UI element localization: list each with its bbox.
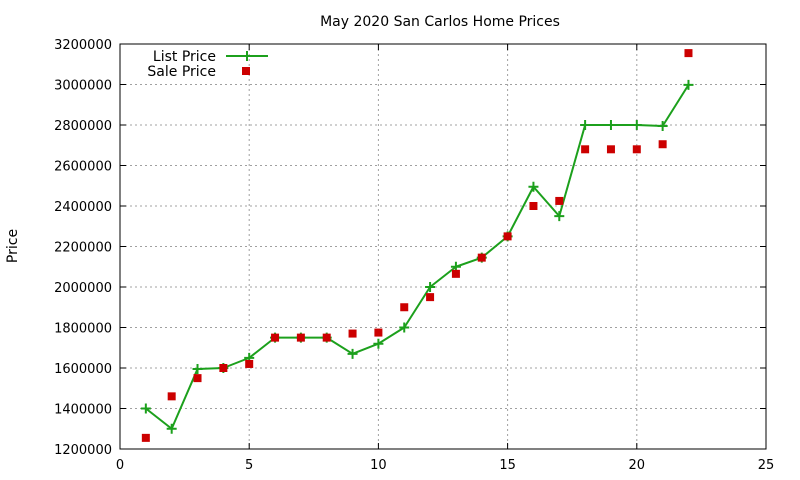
sale-price-point <box>348 329 357 338</box>
list-price-point <box>166 423 177 434</box>
y-tick-label: 1200000 <box>54 443 112 458</box>
x-tick-label: 0 <box>116 458 124 473</box>
x-axis: 0 5 10 15 20 25 <box>116 44 774 473</box>
list-price-point <box>192 364 203 375</box>
sale-price-point <box>374 328 383 337</box>
sale-price-point <box>606 145 615 154</box>
sale-price-point <box>400 303 409 312</box>
y-tick-label: 1800000 <box>54 322 112 337</box>
grid <box>120 44 766 449</box>
list-price-point <box>631 120 642 130</box>
sale-price-point <box>426 293 435 302</box>
y-tick-label: 2000000 <box>54 281 112 296</box>
list-price-point <box>347 348 358 359</box>
y-axis: 1200000 1400000 1600000 1800000 2000000 22000… <box>54 38 766 458</box>
legend: List Price Sale Price <box>147 49 268 80</box>
x-tick-label: 15 <box>499 458 516 473</box>
y-tick-label: 3200000 <box>54 38 112 53</box>
legend-marker-list-price <box>242 51 252 61</box>
x-tick-label: 25 <box>758 458 775 473</box>
sale-price-point <box>684 49 693 58</box>
x-tick-label: 10 <box>370 458 387 473</box>
list-price-point <box>683 79 694 90</box>
list-price-point <box>399 322 410 333</box>
list-price-line <box>145 84 690 430</box>
sale-price-point <box>193 374 202 383</box>
list-price-point <box>657 121 668 132</box>
y-tick-label: 1400000 <box>54 403 112 418</box>
y-tick-label: 1600000 <box>54 362 112 377</box>
list-price-point <box>140 403 151 414</box>
y-tick-label: 2200000 <box>54 241 112 256</box>
y-tick-label: 3000000 <box>54 79 112 94</box>
sale-price-point <box>296 333 305 342</box>
sale-price-point <box>555 196 564 205</box>
legend-marker-sale-price <box>242 67 250 75</box>
sale-price-point <box>271 333 280 342</box>
list-price-point <box>528 181 539 192</box>
sale-price-point <box>219 364 228 372</box>
list-price-point <box>605 120 616 130</box>
sale-price-point <box>632 145 641 154</box>
list-price-point <box>373 338 384 349</box>
sale-price-point <box>658 140 667 149</box>
sale-price-point <box>167 392 176 401</box>
sale-price-point <box>451 269 460 278</box>
sale-price-point <box>581 145 590 154</box>
legend-label-list-price: List Price <box>153 49 216 65</box>
y-tick-label: 2400000 <box>54 200 112 215</box>
list-price-point <box>554 211 565 222</box>
list-price-point <box>580 120 591 130</box>
sale-price-point <box>477 253 486 262</box>
sale-price-point <box>322 333 331 342</box>
chart-title: May 2020 San Carlos Home Prices <box>320 14 560 30</box>
sale-price-point <box>245 359 254 368</box>
y-tick-label: 2800000 <box>54 119 112 134</box>
legend-label-sale-price: Sale Price <box>147 64 216 80</box>
sale-price-point <box>503 232 512 241</box>
sale-price-point <box>141 433 150 442</box>
x-tick-label: 5 <box>245 458 253 473</box>
x-tick-label: 20 <box>629 458 646 473</box>
series-group <box>140 49 694 442</box>
list-price-point <box>425 282 436 292</box>
y-axis-label: Price <box>5 229 21 263</box>
y-tick-label: 2600000 <box>54 160 112 175</box>
sale-price-point <box>529 202 538 210</box>
